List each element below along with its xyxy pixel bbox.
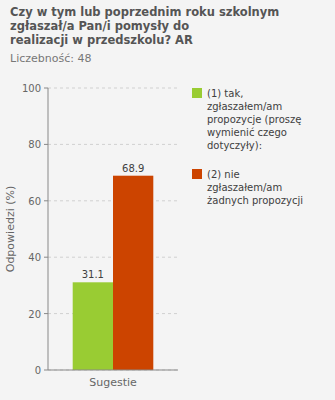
grid-line — [48, 370, 178, 371]
tick-mark — [44, 370, 48, 371]
tick-label: 0 — [35, 365, 41, 376]
tick-mark — [44, 200, 48, 201]
tick-mark — [44, 88, 48, 89]
tick-mark — [44, 257, 48, 258]
axis-label: Odpowiedzi (%) — [4, 186, 17, 273]
axis-line — [48, 370, 178, 371]
title: realizacji w przedszkolu? AR — [10, 33, 193, 47]
tick-mark — [44, 144, 48, 145]
tick-label: 80 — [28, 139, 41, 150]
legend-label: żadnych propozycji — [207, 195, 303, 206]
legend-label: propozycje (proszę — [207, 114, 301, 125]
tick-label: 100 — [22, 83, 41, 94]
title: zgłaszał/a Pan/i pomysły do — [10, 19, 189, 33]
grid-line — [48, 144, 178, 145]
tick-label: 40 — [28, 252, 41, 263]
tick-label: Sugestie — [89, 376, 137, 389]
legend-label: zgłaszałem/am — [207, 182, 282, 193]
legend-label: (2) nie — [207, 169, 240, 180]
bar — [73, 282, 113, 370]
legend-label: dotyczyły): — [207, 140, 262, 151]
subtitle: Liczebność: 48 — [10, 52, 91, 65]
bars — [73, 176, 154, 370]
tick-label: 20 — [28, 309, 41, 320]
legend-swatch — [192, 169, 202, 179]
legend-swatch — [192, 88, 202, 98]
tick-mark — [44, 313, 48, 314]
data-label: 31.1 — [82, 269, 104, 280]
bar — [113, 176, 153, 370]
title: Czy w tym lub poprzednim roku szkolnym — [10, 5, 279, 19]
tick-label: 60 — [28, 196, 41, 207]
chart: Czy w tym lub poprzednim roku szkolnymzg… — [0, 0, 335, 400]
legend-label: (1) tak, — [207, 88, 243, 99]
grid-line — [48, 88, 178, 89]
legend-label: zgłaszałem/am — [207, 101, 282, 112]
legend-label: wymienić czego — [207, 127, 287, 138]
axis-line — [48, 88, 49, 370]
data-label: 68.9 — [122, 163, 144, 174]
